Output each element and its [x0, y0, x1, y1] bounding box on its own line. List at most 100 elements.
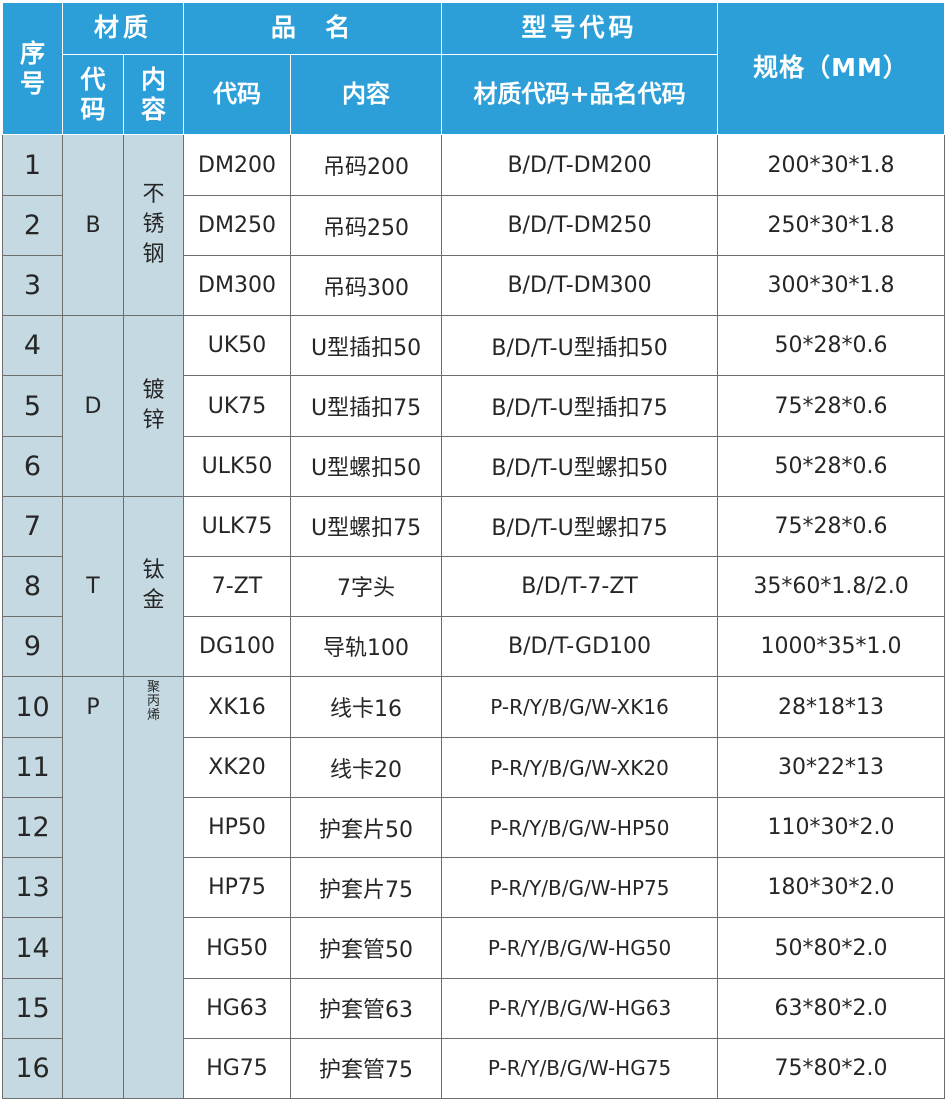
row-code: HP75 [183, 857, 292, 919]
row-spec: 75*28*0.6 [717, 375, 945, 437]
row-model: P-R/Y/B/G/W-HP50 [441, 797, 719, 859]
row-spec: 75*28*0.6 [717, 495, 945, 557]
row-model: B/D/T-7-ZT [441, 555, 719, 617]
row-model: P-R/Y/B/G/W-XK20 [441, 737, 719, 799]
row-spec: 75*80*2.0 [717, 1037, 945, 1100]
row-name: U型螺扣50 [290, 435, 443, 497]
row-seq: 3 [2, 255, 63, 317]
row-name: U型插扣50 [290, 315, 443, 377]
row-spec: 50*28*0.6 [717, 315, 945, 377]
row-name: 护套管75 [290, 1037, 443, 1100]
row-model: B/D/T-GD100 [441, 615, 719, 678]
table-row: 12 HP50 护套片50 P-R/Y/B/G/W-HP50 110*30*2.… [2, 797, 945, 859]
table-row: 2 DM250 吊码250 B/D/T-DM250 250*30*1.8 [2, 195, 945, 257]
row-code: 7-ZT [183, 555, 292, 617]
row-code: UK75 [183, 375, 292, 437]
row-seq: 12 [2, 797, 63, 859]
row-seq: 13 [2, 857, 63, 919]
table-row: 3 DM300 吊码300 B/D/T-DM300 300*30*1.8 [2, 255, 945, 317]
row-code: XK16 [183, 675, 292, 739]
row-code: UK50 [183, 315, 292, 377]
table-row: 9 DG100 导轨100 B/D/T-GD100 1000*35*1.0 [2, 615, 945, 678]
header-material-code: 代 码 [62, 54, 124, 135]
material-content-p: 聚 丙 烯 [122, 676, 185, 1099]
material-content-t: 钛 金 [122, 495, 185, 678]
header-seq: 序 号 [2, 2, 63, 135]
row-name: 7字头 [290, 555, 443, 617]
row-spec: 180*30*2.0 [717, 857, 945, 919]
row-name: U型插扣75 [290, 375, 443, 437]
row-seq: 8 [2, 555, 63, 617]
header-model-code: 型号代码 [441, 2, 719, 55]
row-name: 线卡16 [290, 675, 443, 739]
row-spec: 63*80*2.0 [717, 977, 945, 1039]
row-seq: 11 [2, 737, 63, 799]
row-code: ULK75 [183, 495, 292, 557]
row-model: P-R/Y/B/G/W-XK16 [441, 675, 719, 739]
row-seq: 9 [2, 615, 63, 678]
row-seq: 2 [2, 195, 63, 257]
row-name: 护套管63 [290, 977, 443, 1039]
header-material-content: 内 容 [122, 54, 185, 135]
row-spec: 28*18*13 [717, 675, 945, 739]
material-content-b: 不 锈 钢 [122, 133, 185, 317]
row-name: U型螺扣75 [290, 495, 443, 557]
row-model: B/D/T-U型插扣50 [441, 315, 719, 377]
row-code: DM250 [183, 195, 292, 257]
table-row: 15 HG63 护套管63 P-R/Y/B/G/W-HG63 63*80*2.0 [2, 977, 945, 1039]
row-seq: 5 [2, 375, 63, 437]
table-row: 7 T 钛 金 ULK75 U型螺扣75 B/D/T-U型螺扣75 75*28*… [2, 495, 945, 678]
table-row: 16 HG75 护套管75 P-R/Y/B/G/W-HG75 75*80*2.0 [2, 1037, 945, 1100]
material-content-d: 镀 锌 [122, 315, 185, 497]
row-spec: 300*30*1.8 [717, 255, 945, 317]
row-code: ULK50 [183, 435, 292, 497]
row-seq: 10 [2, 675, 63, 739]
row-seq: 16 [2, 1037, 63, 1100]
row-name: 吊码250 [290, 195, 443, 257]
row-model: B/D/T-U型插扣75 [441, 375, 719, 437]
row-spec: 110*30*2.0 [717, 797, 945, 859]
table-row: 11 XK20 线卡20 P-R/Y/B/G/W-XK20 30*22*13 [2, 737, 945, 799]
header-name-content: 内容 [290, 54, 443, 135]
row-code: HP50 [183, 797, 292, 859]
row-model: P-R/Y/B/G/W-HG75 [441, 1037, 719, 1100]
row-name: 线卡20 [290, 737, 443, 799]
material-code-p: P [62, 676, 124, 1099]
table-row: 14 HG50 护套管50 P-R/Y/B/G/W-HG50 50*80*2.0 [2, 917, 945, 979]
header-model-code-sub: 材质代码+品名代码 [441, 54, 719, 135]
row-code: DM300 [183, 255, 292, 317]
row-code: HG63 [183, 977, 292, 1039]
table-row: 6 ULK50 U型螺扣50 B/D/T-U型螺扣50 50*28*0.6 [2, 435, 945, 497]
row-model: P-R/Y/B/G/W-HG50 [441, 917, 719, 979]
table-row: 5 UK75 U型插扣75 B/D/T-U型插扣75 75*28*0.6 [2, 375, 945, 437]
row-seq: 14 [2, 917, 63, 979]
row-spec: 250*30*1.8 [717, 195, 945, 257]
row-model: P-R/Y/B/G/W-HG63 [441, 977, 719, 1039]
row-seq: 1 [2, 133, 63, 197]
row-spec: 200*30*1.8 [717, 133, 945, 197]
row-model: B/D/T-DM200 [441, 133, 719, 197]
row-name: 护套管50 [290, 917, 443, 979]
header-spec: 规格（MM） [717, 2, 945, 135]
row-name: 导轨100 [290, 615, 443, 678]
material-code-b: B [62, 133, 124, 317]
row-model: P-R/Y/B/G/W-HP75 [441, 857, 719, 919]
row-code: XK20 [183, 737, 292, 799]
table-row: 13 HP75 护套片75 P-R/Y/B/G/W-HP75 180*30*2.… [2, 857, 945, 919]
row-spec: 50*28*0.6 [717, 435, 945, 497]
row-seq: 15 [2, 977, 63, 1039]
row-seq: 6 [2, 435, 63, 497]
row-code: DG100 [183, 615, 292, 678]
row-model: B/D/T-U型螺扣75 [441, 495, 719, 557]
row-code: HG75 [183, 1037, 292, 1100]
row-spec: 1000*35*1.0 [717, 615, 945, 678]
table-row: 1 B 不 锈 钢 DM200 吊码200 B/D/T-DM200 200*30… [2, 133, 945, 317]
row-name: 吊码300 [290, 255, 443, 317]
material-code-d: D [62, 315, 124, 497]
row-name: 吊码200 [290, 133, 443, 197]
table-row: 10 P 聚 丙 烯 XK16 线卡16 P-R/Y/B/G/W-XK16 28… [2, 675, 945, 1099]
row-model: B/D/T-U型螺扣50 [441, 435, 719, 497]
row-spec: 50*80*2.0 [717, 917, 945, 979]
row-spec: 30*22*13 [717, 737, 945, 799]
